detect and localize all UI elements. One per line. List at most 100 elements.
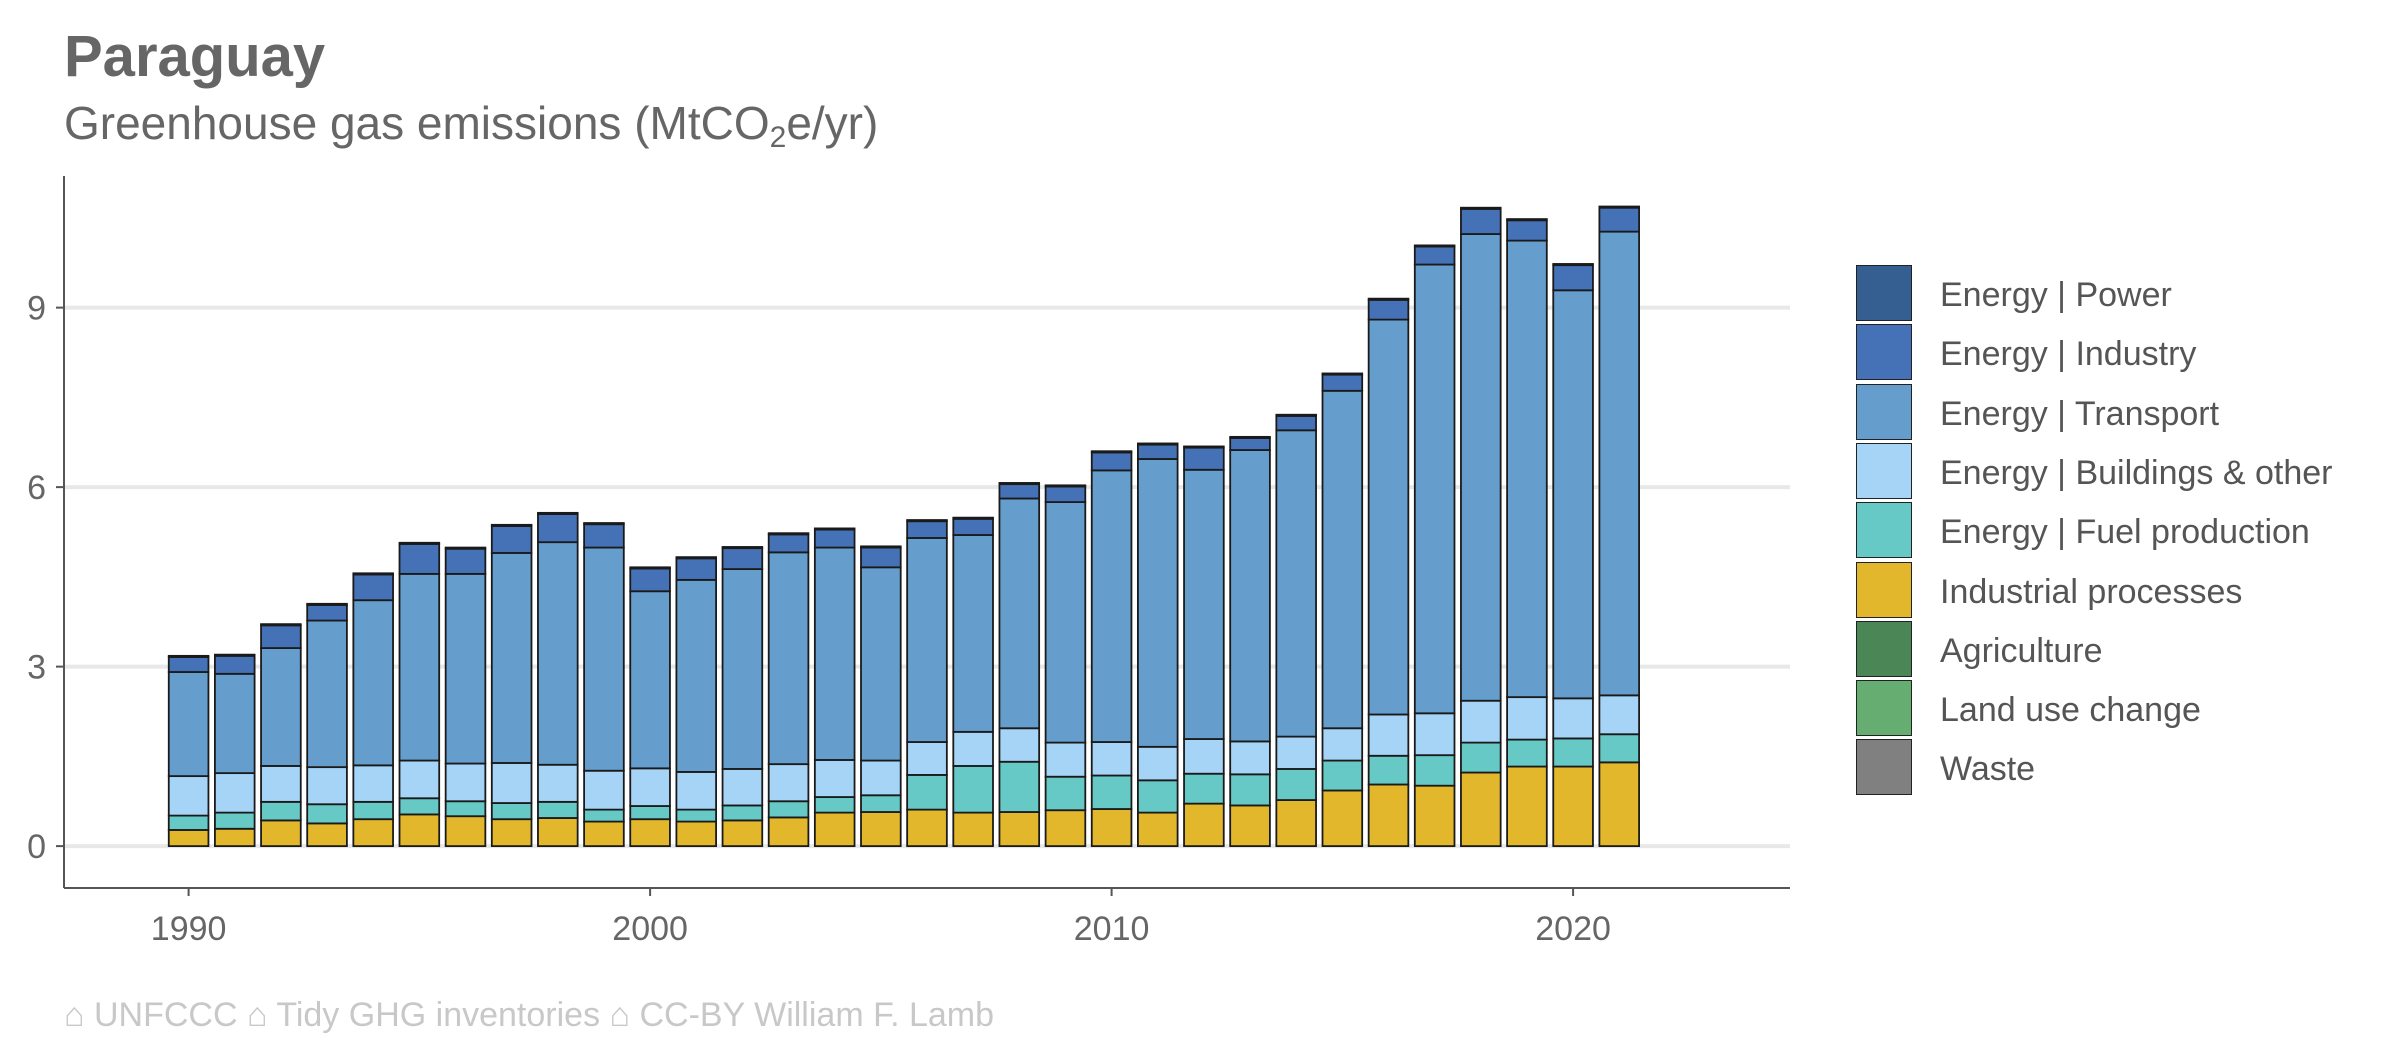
bar-segment-1995-industrial-processes — [398, 813, 441, 848]
bar-segment-2012-energy-power — [1183, 445, 1225, 449]
bar-segment-2016-energy-industry — [1367, 298, 1410, 321]
bar-segment-2011-industrial-processes — [1137, 811, 1179, 848]
bar-segment-2019-energy-buildings-other — [1506, 696, 1548, 741]
bar-segment-2005-energy-fuel-production — [860, 794, 902, 813]
bar-segment-1991-energy-buildings-other — [214, 772, 256, 814]
bar-segment-1992-industrial-processes — [260, 819, 302, 848]
bar-segment-2009-energy-fuel-production — [1044, 775, 1087, 812]
source-caption: ⌂ UNFCCC ⌂ Tidy GHG inventories ⌂ CC-BY … — [64, 996, 995, 1034]
bar-segment-2019-energy-industry — [1506, 219, 1548, 242]
bar-segment-1991-energy-transport — [214, 672, 256, 775]
bar-segment-1999-energy-buildings-other — [583, 769, 625, 811]
bar-segment-2014-energy-industry — [1275, 415, 1317, 432]
bar-segment-2009-energy-power — [1044, 484, 1087, 488]
bar-segment-1991-energy-fuel-production — [214, 811, 256, 830]
bar-segment-2015-energy-buildings-other — [1321, 727, 1364, 762]
x-tick-label: 2010 — [1074, 910, 1150, 948]
bar-segment-2021-energy-industry — [1598, 206, 1640, 233]
bar-stack-layer — [167, 205, 1640, 848]
bar-segment-2011-energy-fuel-production — [1137, 779, 1179, 814]
bar-segment-1995-energy-fuel-production — [398, 797, 441, 816]
bar-segment-1998-energy-industry — [537, 513, 579, 544]
bar-segment-2004-energy-buildings-other — [813, 759, 856, 798]
bar-segment-2016-energy-buildings-other — [1367, 713, 1410, 757]
bar-segment-2000-energy-power — [629, 566, 671, 570]
bar-segment-2015-energy-power — [1321, 372, 1364, 376]
bar-segment-2010-energy-buildings-other — [1090, 741, 1133, 777]
bar-segment-2002-energy-fuel-production — [721, 804, 764, 822]
bar-segment-2010-energy-industry — [1090, 451, 1133, 472]
bar-segment-2017-energy-fuel-production — [1413, 754, 1456, 787]
x-tick-label: 1990 — [151, 910, 227, 948]
bar-segment-2001-industrial-processes — [675, 820, 717, 848]
bar-segment-2005-energy-transport — [860, 566, 902, 762]
bar-segment-2008-energy-industry — [998, 483, 1041, 500]
bar-segment-2001-energy-transport — [675, 578, 717, 773]
bar-segment-2011-energy-transport — [1137, 458, 1179, 748]
bar-segment-2008-energy-buildings-other — [998, 727, 1041, 763]
legend-item: Waste — [1856, 738, 2386, 797]
legend-label: Energy | Fuel production — [1940, 513, 2310, 552]
bar-segment-2014-energy-power — [1275, 413, 1317, 417]
bar-segment-1999-energy-fuel-production — [583, 808, 625, 823]
bar-segment-2008-energy-fuel-production — [998, 760, 1041, 813]
legend-swatch — [1856, 265, 1912, 321]
page-subtitle: Greenhouse gas emissions (MtCO2e/yr) — [64, 100, 878, 153]
bar-segment-2014-energy-transport — [1275, 429, 1317, 738]
bar-segment-2014-energy-buildings-other — [1275, 735, 1317, 770]
bar-segment-1994-energy-transport — [352, 599, 394, 767]
bar-segment-1998-industrial-processes — [537, 817, 579, 848]
bar-segment-1995-energy-industry — [398, 543, 441, 575]
bar-segment-1996-energy-industry — [444, 547, 487, 575]
bar-segment-2020-energy-fuel-production — [1552, 737, 1594, 768]
bar-segment-2002-energy-transport — [721, 568, 764, 770]
legend-item: Energy | Transport — [1856, 383, 2386, 442]
bar-segment-2013-energy-transport — [1229, 449, 1271, 743]
legend-swatch — [1856, 442, 1912, 499]
bar-segment-2010-energy-power — [1090, 450, 1133, 454]
bar-segment-2016-industrial-processes — [1367, 783, 1410, 848]
bar-segment-2018-energy-power — [1460, 206, 1502, 210]
bar-segment-2003-energy-fuel-production — [767, 800, 810, 819]
bar-segment-2020-energy-buildings-other — [1552, 697, 1594, 740]
bar-segment-2019-energy-fuel-production — [1506, 738, 1548, 768]
bar-segment-1992-energy-industry — [260, 624, 302, 649]
bar-segment-1990-energy-transport — [167, 671, 210, 778]
bar-segment-2020-energy-power — [1552, 263, 1594, 267]
bar-segment-2018-energy-fuel-production — [1460, 741, 1502, 774]
bar-segment-1993-energy-power — [306, 602, 348, 606]
bar-segment-2019-energy-transport — [1506, 239, 1548, 699]
legend-label: Land use change — [1940, 691, 2201, 730]
axes: 0 3 6 9 1990 2000 2010 2020 — [27, 176, 1790, 948]
bar-segment-1991-energy-industry — [214, 654, 256, 675]
bar-segment-1992-energy-fuel-production — [260, 800, 302, 822]
bar-segment-2012-energy-transport — [1183, 468, 1225, 740]
bar-segment-2012-industrial-processes — [1183, 802, 1225, 848]
bar-segment-2021-energy-buildings-other — [1598, 694, 1640, 736]
x-tick-label: 2000 — [612, 910, 688, 948]
bar-segment-2012-energy-fuel-production — [1183, 772, 1225, 805]
bar-segment-2019-energy-power — [1506, 218, 1548, 222]
bar-segment-2003-energy-transport — [767, 551, 810, 766]
bar-segment-2000-energy-fuel-production — [629, 805, 671, 821]
legend-swatch — [1856, 561, 1912, 618]
bar-segment-2014-industrial-processes — [1275, 799, 1317, 848]
subtitle-main: Greenhouse gas emissions (MtCO — [64, 97, 770, 149]
bar-segment-2005-energy-industry — [860, 546, 902, 569]
bar-segment-2007-energy-fuel-production — [952, 765, 994, 814]
legend-swatch — [1856, 383, 1912, 440]
legend-item: Energy | Industry — [1856, 323, 2386, 382]
bar-segment-2003-energy-buildings-other — [767, 763, 810, 803]
bar-segment-1990-energy-industry — [167, 656, 210, 673]
bar-segment-1997-industrial-processes — [490, 818, 533, 848]
bar-segment-1997-energy-transport — [490, 552, 533, 764]
bar-segment-2010-industrial-processes — [1090, 808, 1133, 848]
bar-segment-2004-energy-transport — [813, 546, 856, 761]
bar-segment-2008-energy-transport — [998, 497, 1041, 730]
bar-segment-1991-energy-power — [214, 653, 256, 657]
bar-segment-2007-energy-industry — [952, 517, 994, 536]
bar-segment-1995-energy-power — [398, 541, 441, 545]
bar-segment-2003-energy-power — [767, 532, 810, 536]
bar-segment-2017-energy-industry — [1413, 245, 1456, 266]
legend-swatch — [1856, 739, 1912, 796]
